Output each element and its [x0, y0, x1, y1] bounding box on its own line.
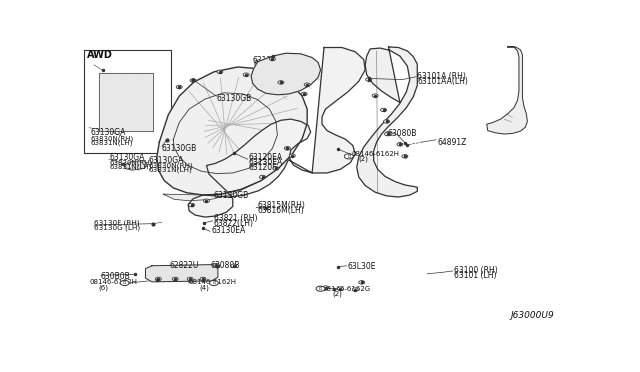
Circle shape	[289, 154, 295, 157]
Polygon shape	[99, 73, 154, 131]
Text: 63130GA: 63130GA	[148, 156, 184, 165]
Text: 08146-6162H: 08146-6162H	[352, 151, 400, 157]
Text: 08146-6162H: 08146-6162H	[188, 279, 236, 285]
Circle shape	[397, 142, 403, 146]
Polygon shape	[157, 67, 307, 195]
Circle shape	[120, 280, 129, 286]
Text: 63080B: 63080B	[388, 129, 417, 138]
Text: 08146-6162G: 08146-6162G	[322, 286, 370, 292]
Circle shape	[383, 120, 390, 123]
Text: 63130G (LH): 63130G (LH)	[94, 225, 140, 231]
Text: 63822(LH): 63822(LH)	[214, 219, 254, 228]
Text: 63831N(LH): 63831N(LH)	[148, 167, 192, 173]
Circle shape	[269, 57, 275, 61]
Text: (4): (4)	[199, 284, 209, 291]
Text: 63130F (RH): 63130F (RH)	[94, 219, 140, 226]
Polygon shape	[145, 264, 218, 282]
Text: 63816M(LH): 63816M(LH)	[257, 206, 304, 215]
Text: 63830N(RH): 63830N(RH)	[91, 135, 134, 142]
Text: B: B	[347, 154, 351, 159]
Text: B: B	[319, 286, 323, 291]
Text: 63101 (LH): 63101 (LH)	[454, 271, 497, 280]
Circle shape	[316, 286, 325, 291]
Polygon shape	[251, 53, 321, 95]
Circle shape	[323, 286, 328, 289]
Circle shape	[304, 83, 310, 86]
Text: 63130EA: 63130EA	[211, 226, 246, 235]
Text: 63130GB: 63130GB	[216, 94, 252, 103]
Circle shape	[372, 94, 378, 97]
Text: 64891Z: 64891Z	[437, 138, 467, 147]
Text: 63830N(RH): 63830N(RH)	[148, 162, 193, 169]
Text: AWD: AWD	[88, 50, 113, 60]
Circle shape	[260, 175, 266, 179]
Text: (2): (2)	[332, 291, 342, 297]
Polygon shape	[356, 47, 417, 197]
Text: J63000U9: J63000U9	[511, 311, 554, 320]
Circle shape	[278, 81, 284, 84]
Circle shape	[402, 155, 408, 158]
Circle shape	[176, 85, 182, 89]
Text: 63L30E: 63L30E	[348, 262, 376, 271]
Text: 63130GB: 63130GB	[214, 191, 249, 201]
Polygon shape	[125, 161, 147, 170]
Circle shape	[385, 132, 390, 136]
Circle shape	[344, 154, 353, 159]
Circle shape	[217, 70, 223, 74]
Text: 63101A (RH): 63101A (RH)	[417, 72, 466, 81]
Text: 08146-6162H: 08146-6162H	[90, 279, 138, 285]
Circle shape	[172, 277, 178, 280]
Circle shape	[381, 108, 387, 112]
Circle shape	[209, 280, 218, 286]
Text: 630B0B: 630B0B	[101, 272, 131, 280]
Polygon shape	[163, 181, 261, 201]
Circle shape	[337, 287, 344, 291]
Text: 63831N(LH): 63831N(LH)	[110, 164, 152, 170]
Text: 62822U: 62822U	[169, 261, 198, 270]
Text: B: B	[212, 280, 216, 285]
Text: 63130GA: 63130GA	[91, 128, 126, 137]
Text: 63130EA: 63130EA	[249, 158, 283, 167]
Circle shape	[190, 79, 196, 82]
Circle shape	[189, 203, 195, 207]
Text: 63830N(RH): 63830N(RH)	[110, 159, 153, 166]
Circle shape	[204, 199, 209, 202]
Text: (2): (2)	[359, 156, 369, 163]
Text: 63831N(LH): 63831N(LH)	[91, 140, 133, 146]
Text: 63821 (RH): 63821 (RH)	[214, 214, 257, 223]
Circle shape	[156, 277, 161, 280]
Text: (6): (6)	[99, 284, 109, 291]
Circle shape	[187, 277, 193, 280]
Text: 63815M(RH): 63815M(RH)	[257, 201, 305, 209]
Circle shape	[213, 263, 220, 267]
Text: 63130GA: 63130GA	[110, 153, 145, 162]
Circle shape	[231, 264, 237, 267]
Polygon shape	[188, 48, 365, 217]
Text: 63130GB: 63130GB	[162, 144, 197, 153]
Text: 63100 (RH): 63100 (RH)	[454, 266, 498, 275]
Text: 63080B: 63080B	[211, 261, 240, 270]
Circle shape	[301, 92, 307, 96]
Circle shape	[365, 78, 372, 81]
Polygon shape	[486, 47, 527, 134]
Circle shape	[284, 147, 291, 150]
Circle shape	[243, 73, 249, 76]
Text: 63131(LH): 63131(LH)	[253, 60, 294, 69]
Text: 63120E: 63120E	[249, 163, 278, 172]
Circle shape	[352, 288, 358, 291]
Text: 63130(RH): 63130(RH)	[253, 55, 294, 65]
Circle shape	[359, 280, 365, 284]
Circle shape	[273, 167, 279, 170]
Text: 63120EA: 63120EA	[249, 153, 283, 162]
Bar	[84, 50, 171, 154]
Circle shape	[200, 277, 206, 280]
Text: 63101AA(LH): 63101AA(LH)	[417, 77, 468, 86]
Text: B: B	[123, 280, 126, 285]
